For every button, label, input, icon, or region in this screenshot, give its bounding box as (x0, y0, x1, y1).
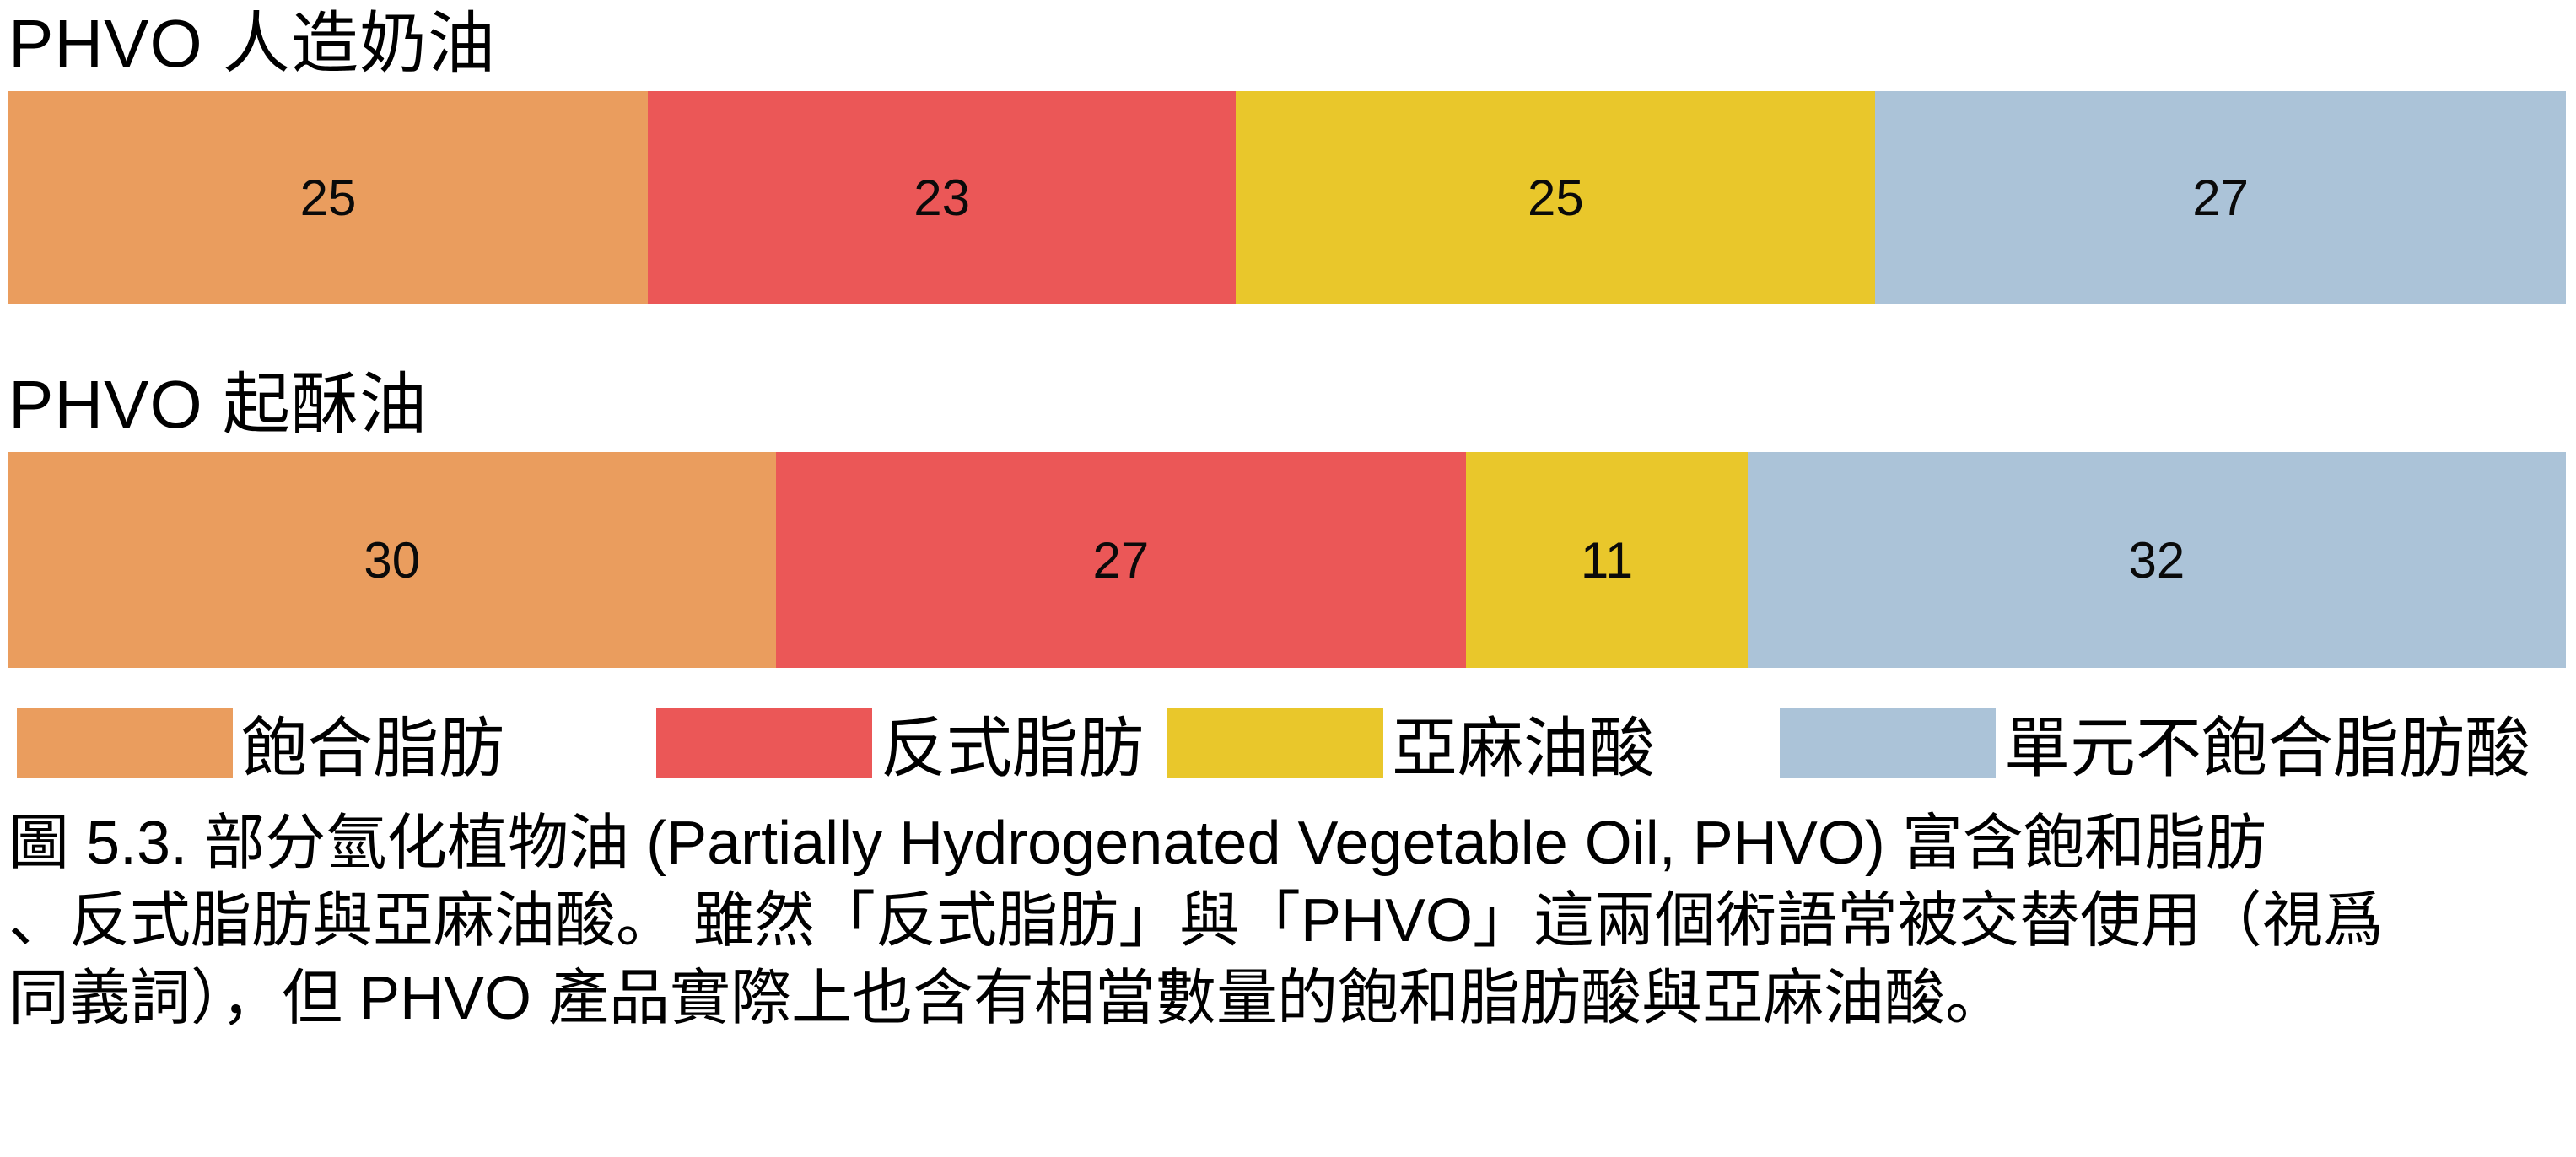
bar-title-margarine: PHVO 人造奶油 (8, 6, 496, 81)
bar-segment-linoleic-acid: 11 (1466, 452, 1748, 668)
legend-swatch-monounsaturated (1780, 708, 1997, 778)
legend-label: 單元不飽合脂肪酸 (2004, 711, 2531, 785)
bar-segment-trans-fat: 27 (775, 452, 1467, 668)
bar-segment-saturated-fat: 25 (8, 91, 648, 304)
legend-swatch-linoleic-acid (1167, 708, 1384, 778)
legend-item-linoleic-acid: 亞麻油酸 (1167, 696, 1655, 790)
bar-segment-linoleic-acid: 25 (1236, 91, 1876, 304)
legend-label: 亞麻油酸 (1392, 711, 1656, 785)
segment-value-label: 27 (1092, 531, 1150, 589)
segment-value-label: 25 (1527, 169, 1584, 226)
stacked-bar-margarine: 25 23 25 27 (8, 91, 2566, 304)
segment-value-label: 25 (299, 169, 357, 226)
legend-swatch-saturated-fat (17, 708, 233, 778)
bar-segment-monounsaturated: 27 (1875, 91, 2566, 304)
bar-segment-monounsaturated: 32 (1747, 452, 2566, 668)
stacked-bar-shortening: 30 27 11 32 (8, 452, 2566, 668)
bar-title-shortening: PHVO 起酥油 (8, 367, 428, 442)
caption-line: 同義詞），但 PHVO 產品實際上也含有相當數量的飽和脂肪酸與亞麻油酸。 (8, 965, 2007, 1032)
legend: 飽合脂肪 反式脂肪 亞麻油酸 單元不飽合脂肪酸 (8, 705, 2576, 785)
legend-label: 反式脂肪 (881, 711, 1145, 785)
bar-segment-trans-fat: 23 (648, 91, 1237, 304)
bar-segment-saturated-fat: 30 (8, 452, 776, 668)
segment-value-label: 30 (364, 531, 421, 589)
figure-content: PHVO 人造奶油 25 23 25 27 PHVO 起酥油 30 27 (8, 6, 2576, 1037)
legend-label: 飽合脂肪 (241, 711, 505, 785)
segment-value-label: 11 (1580, 531, 1634, 589)
legend-item-trans-fat: 反式脂肪 (656, 696, 1144, 790)
segment-value-label: 27 (2192, 169, 2250, 226)
legend-item-saturated-fat: 飽合脂肪 (17, 696, 504, 790)
caption-line: 圖 5.3. 部分氫化植物油 (Partially Hydrogenated V… (8, 810, 2266, 877)
legend-swatch-trans-fat (656, 708, 873, 778)
legend-item-monounsaturated: 單元不飽合脂肪酸 (1780, 696, 2530, 790)
segment-value-label: 32 (2128, 531, 2185, 589)
figure-caption: 圖 5.3. 部分氫化植物油 (Partially Hydrogenated V… (8, 805, 2576, 1037)
segment-value-label: 23 (913, 169, 971, 226)
caption-line: 、反式脂肪與亞麻油酸。 雖然「反式脂肪」與「PHVO」這兩個術語常被交替使用（視… (8, 887, 2385, 955)
